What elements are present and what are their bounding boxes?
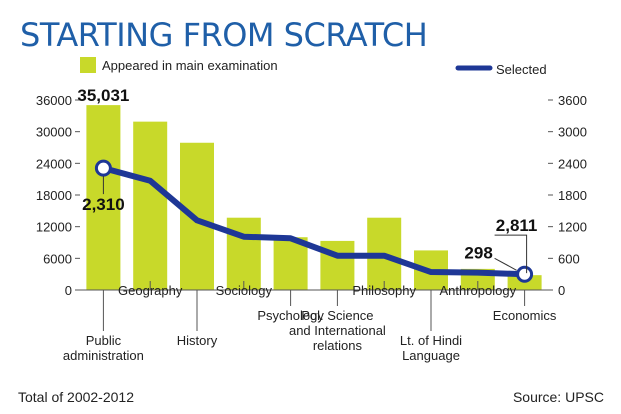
category-label: Anthropology: [439, 283, 516, 298]
y-right-tick-label: 600: [558, 251, 580, 266]
y-right-tick-label: 3600: [558, 93, 587, 108]
axes: 0 6000 12000 18000 24000 30000 36000 0 600 1200 18…: [36, 93, 587, 298]
y-right-tick-label: 1800: [558, 188, 587, 203]
legend-swatch-appeared: [80, 57, 96, 73]
y-right-tick-label: 3000: [558, 125, 587, 140]
annotation-label: 35,031: [77, 86, 129, 105]
y-left-tick-label: 18000: [36, 188, 72, 203]
y-left-tick-label: 12000: [36, 220, 72, 235]
annotation-label: 298: [464, 243, 492, 262]
y-right-tick-label: 2400: [558, 156, 587, 171]
category-label: Philosophy: [352, 283, 416, 298]
legend-label-appeared: Appeared in main examination: [102, 58, 278, 73]
annotation-leader: [494, 234, 528, 274]
bar: [273, 237, 308, 290]
y-left-tick-label: 30000: [36, 125, 72, 140]
footer-source: Source: UPSC: [513, 389, 604, 405]
y-left-tick-label: 24000: [36, 156, 72, 171]
annotation-label: 2,310: [82, 195, 125, 214]
category-label: History: [177, 333, 218, 348]
line-series-selected: [94, 159, 534, 283]
category-label: Economics: [493, 308, 557, 323]
bar: [133, 121, 168, 290]
selected-line: [100, 165, 528, 278]
y-left-tick-label: 6000: [43, 251, 72, 266]
category-label: Public administration: [63, 333, 144, 363]
bar: [86, 105, 121, 290]
y-left-tick-label: 0: [65, 283, 72, 298]
category-label: Lt. of Hindi Language: [400, 333, 462, 363]
footer-note: Total of 2002-2012: [18, 389, 134, 405]
line-point: [94, 159, 112, 177]
bar: [226, 217, 261, 290]
category-label: Geography: [118, 283, 183, 298]
y-right-tick-label: 1200: [558, 220, 587, 235]
category-label: Sociology: [216, 283, 273, 298]
annotation-leader: [494, 257, 517, 271]
legend-label-selected: Selected: [496, 62, 547, 77]
y-right-tick-label: 0: [558, 283, 565, 298]
y-left-tick-label: 36000: [36, 93, 72, 108]
category-label: Psychology: [257, 308, 324, 323]
line-point: [516, 265, 534, 283]
annotation-label: 2,811: [496, 216, 538, 235]
chart-title: STARTING FROM SCRATCH: [20, 16, 427, 54]
category-label: Pol. Science and International relations: [289, 308, 386, 353]
bar: [180, 142, 214, 290]
category-labels: Public administration Geography History Soci…: [63, 281, 557, 363]
